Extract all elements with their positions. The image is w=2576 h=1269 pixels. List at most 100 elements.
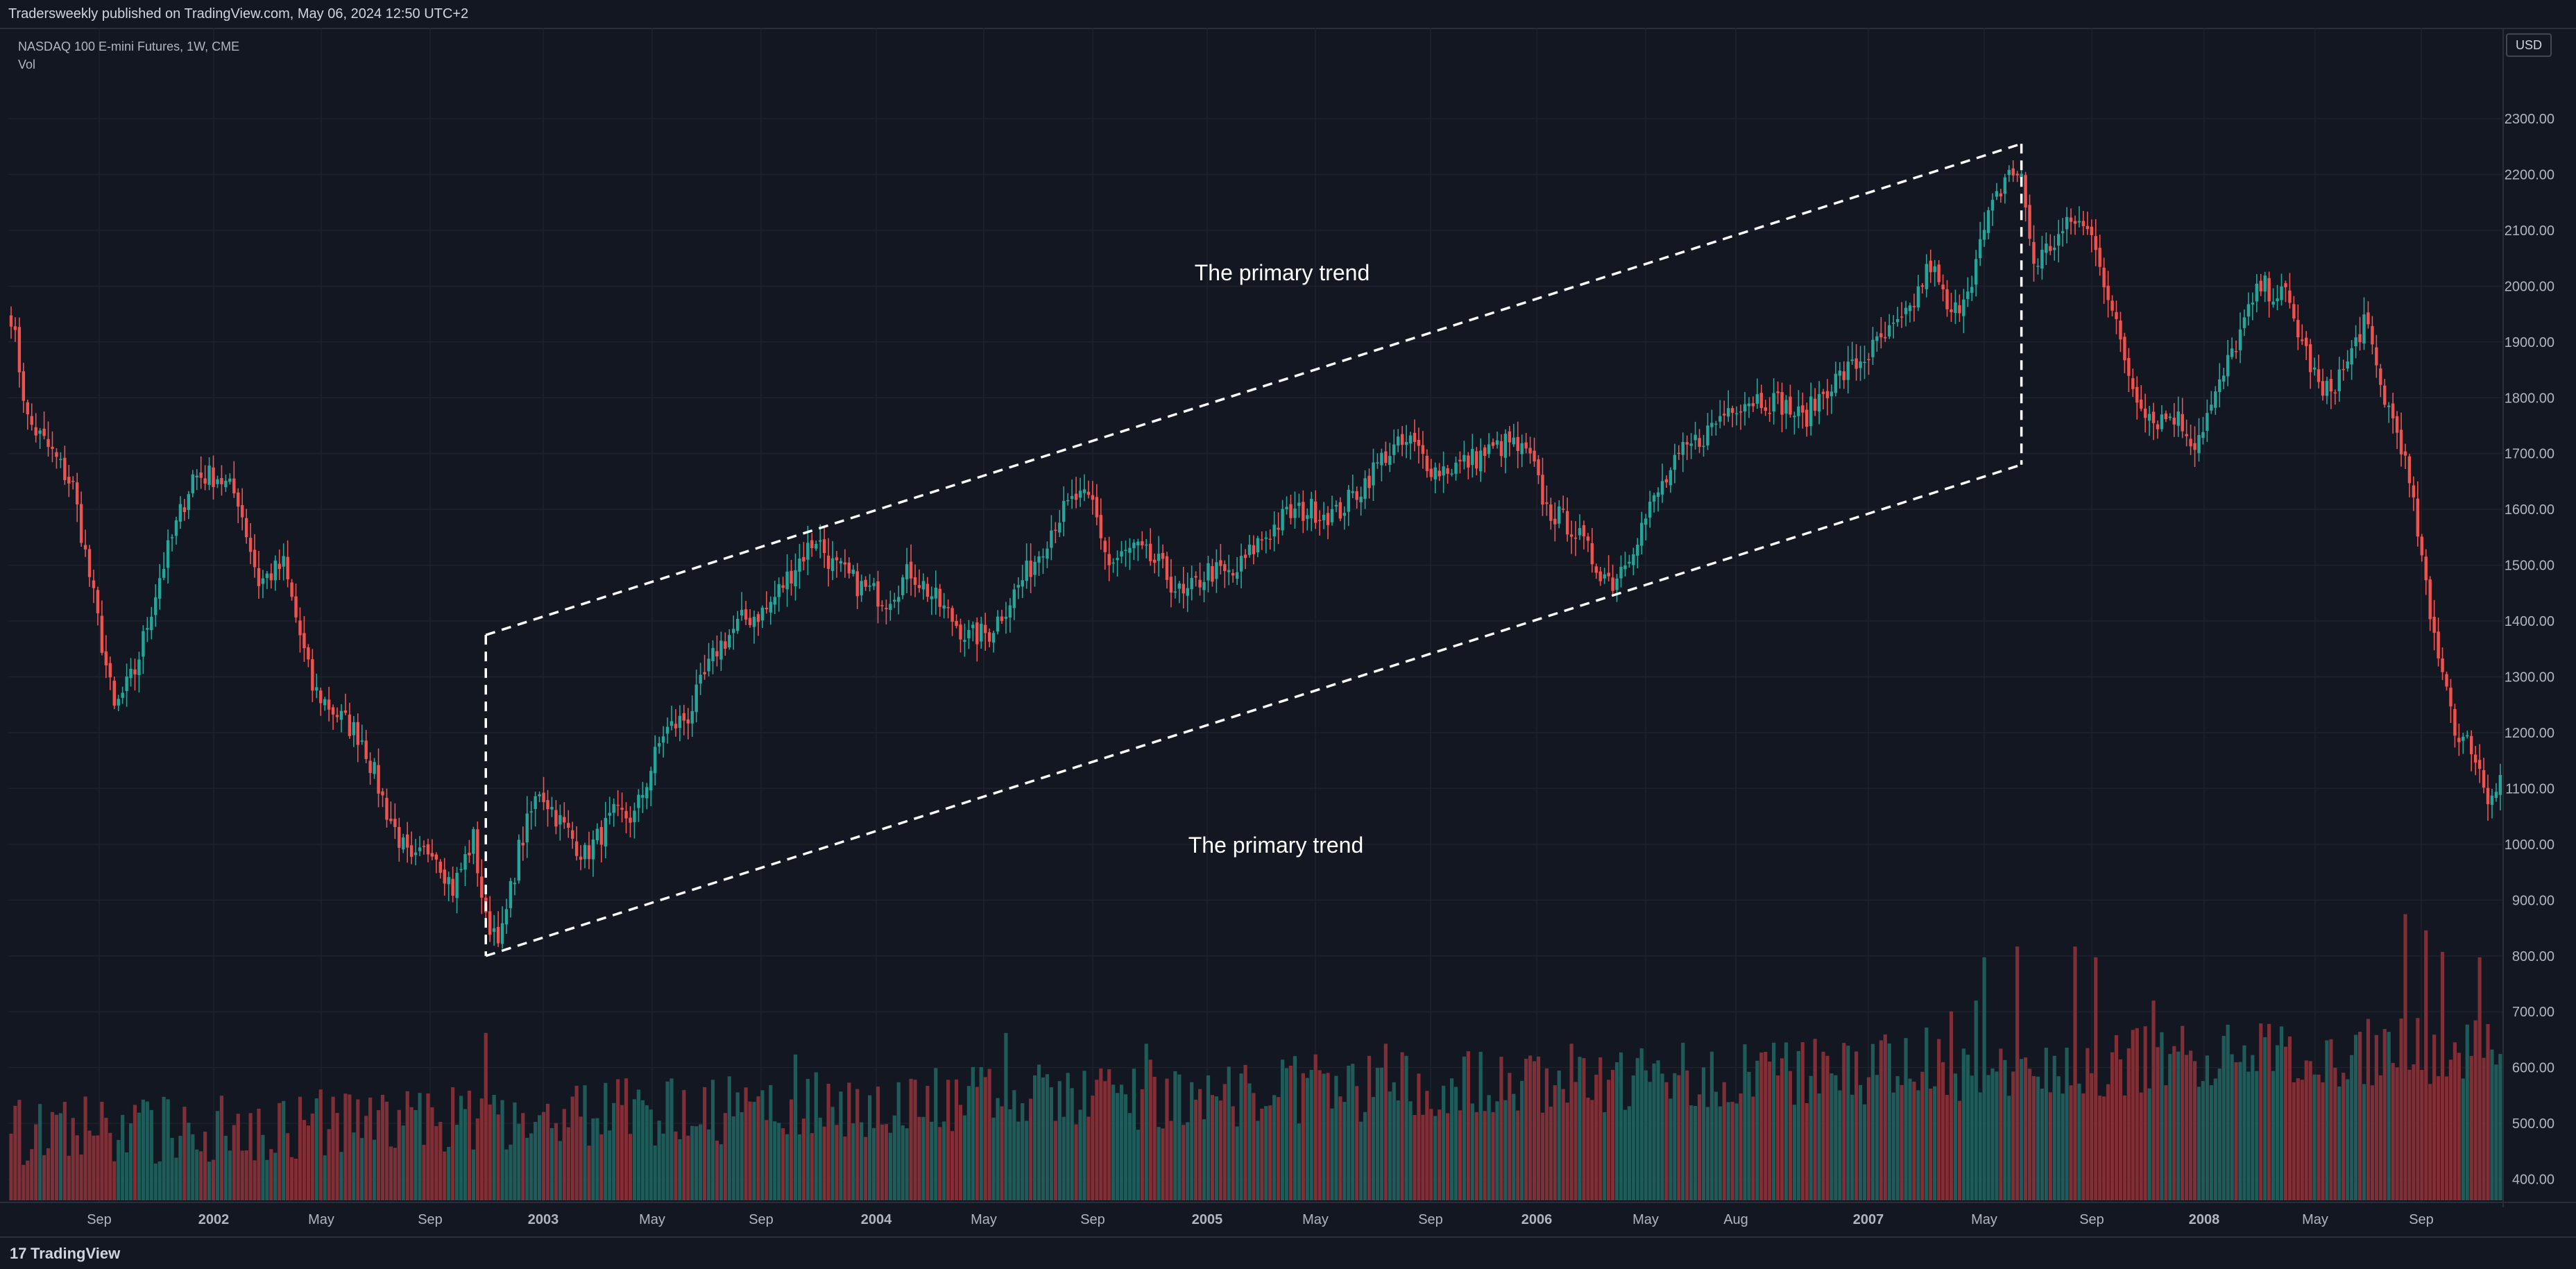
volume-bar — [1829, 1073, 1834, 1200]
volume-bar — [1887, 1043, 1891, 1200]
candle-body — [629, 817, 632, 823]
candle — [814, 540, 818, 552]
candle — [2119, 312, 2122, 352]
candle — [1900, 302, 1904, 328]
candle-body — [2399, 429, 2403, 454]
candle — [1074, 477, 1078, 509]
candle-body — [1768, 413, 1771, 414]
volume-bar — [2052, 1055, 2056, 1200]
candle-body — [529, 811, 533, 812]
volume-bar — [595, 1118, 599, 1200]
candle-body — [1025, 560, 1028, 581]
candle-body — [352, 722, 356, 735]
candle — [2189, 424, 2192, 455]
volume-bar — [2234, 1062, 2238, 1200]
candle-body — [1562, 509, 1565, 510]
candle — [1573, 521, 1578, 556]
candle-body — [381, 791, 384, 796]
candle-body — [203, 478, 207, 484]
candle — [550, 797, 554, 817]
tradingview-logo[interactable]: 17 TradingView — [10, 1245, 120, 1263]
candle — [170, 534, 174, 552]
volume-bar — [203, 1132, 207, 1200]
volume-bar — [1813, 1039, 1817, 1200]
candle-body — [851, 569, 855, 574]
candle — [2342, 359, 2345, 381]
volume-bar — [125, 1152, 129, 1200]
candle-body — [980, 623, 983, 642]
volume-bar — [1734, 1103, 1739, 1200]
volume-bar — [1730, 1102, 1734, 1200]
candle — [216, 475, 219, 488]
candle — [1685, 435, 1689, 461]
candle-body — [2420, 536, 2423, 556]
candle-body — [1182, 584, 1185, 594]
candle-body — [1029, 560, 1032, 577]
candle-body — [389, 818, 393, 821]
candle-body — [459, 869, 463, 871]
candle — [1281, 500, 1284, 536]
volume-bar — [1739, 1093, 1743, 1200]
candle — [1491, 438, 1495, 449]
candle — [810, 533, 814, 557]
volume-bar — [909, 1078, 913, 1200]
volume-bar — [153, 1164, 157, 1200]
candle-body — [2098, 248, 2101, 267]
candle-body — [327, 699, 331, 710]
candle — [2176, 396, 2180, 437]
volume-bar — [892, 1115, 896, 1200]
candle — [1941, 274, 1945, 302]
candle — [1986, 207, 1990, 239]
candle — [1404, 425, 1408, 459]
volume-bar — [2197, 1087, 2201, 1200]
candle-body — [1141, 541, 1144, 546]
volume-indicator-label[interactable]: Vol — [18, 58, 36, 71]
candle-body — [1397, 436, 1400, 446]
candle-body — [1582, 525, 1586, 537]
candle — [1652, 493, 1656, 513]
candle — [1727, 390, 1730, 423]
volume-bar — [851, 1123, 855, 1200]
candle-body — [1780, 392, 1784, 415]
volume-bar — [2424, 930, 2428, 1200]
candle — [926, 577, 930, 602]
volume-bar — [864, 1136, 868, 1200]
candle-body — [1190, 577, 1193, 590]
candle — [760, 605, 765, 629]
candle — [2011, 160, 2015, 182]
volume-bar — [1388, 1091, 1392, 1200]
candle-body — [1586, 536, 1590, 541]
candle — [1954, 289, 1957, 324]
volume-bar — [149, 1109, 153, 1200]
candlestick-chart[interactable]: 2300.002200.002100.002000.001900.001800.… — [0, 28, 2576, 1236]
volume-bar — [170, 1138, 174, 1200]
volume-bar — [1161, 1128, 1165, 1200]
volume-bar — [926, 1086, 930, 1200]
volume-bar — [2094, 957, 2098, 1200]
candle — [1714, 420, 1718, 436]
candle-body — [641, 794, 645, 798]
candle-body — [129, 668, 133, 679]
candle-body — [1231, 572, 1235, 576]
candle-body — [1487, 444, 1491, 454]
candle — [1974, 250, 1978, 297]
candle-body — [1970, 287, 1974, 293]
candle-body — [934, 587, 937, 599]
volume-bar — [1453, 1087, 1458, 1200]
candle — [946, 599, 950, 619]
candle — [1747, 397, 1751, 418]
candle-body — [1161, 553, 1165, 559]
volume-bar — [1796, 1050, 1800, 1200]
candle — [154, 584, 157, 627]
candle-body — [1884, 337, 1887, 339]
candle-body — [699, 674, 702, 684]
candle — [1664, 475, 1669, 488]
volume-bar — [1768, 1062, 1772, 1200]
candle-body — [1306, 515, 1309, 519]
candle — [1103, 537, 1107, 570]
candle — [1549, 497, 1553, 530]
volume-bar — [1421, 1114, 1425, 1200]
candle — [1582, 520, 1586, 550]
currency-button[interactable]: USD — [2506, 33, 2552, 57]
symbol-title[interactable]: NASDAQ 100 E-mini Futures, 1W, CME — [18, 40, 240, 53]
